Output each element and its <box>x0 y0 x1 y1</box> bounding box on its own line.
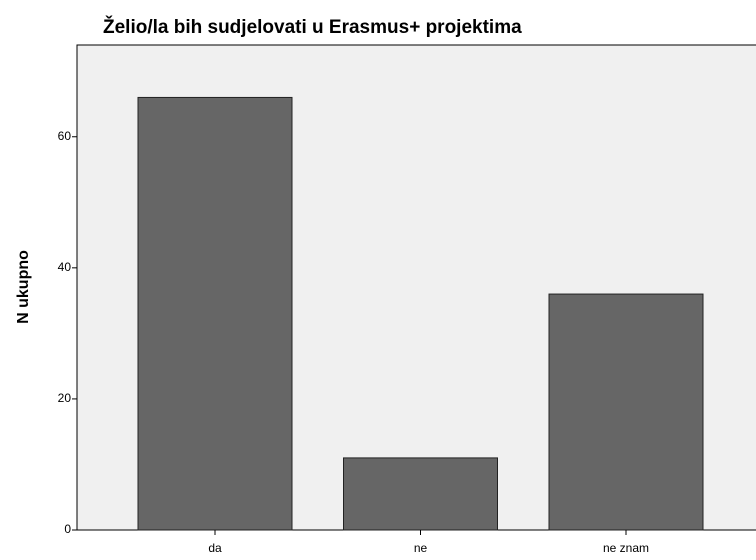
chart-title: Želio/la bih sudjelovati u Erasmus+ proj… <box>103 16 522 38</box>
x-tick-label: da <box>208 541 222 555</box>
y-axis-label: N ukupno <box>15 250 32 324</box>
bar <box>343 457 498 531</box>
y-tick-label: 60 <box>58 129 72 143</box>
y-tick-label: 0 <box>64 522 71 536</box>
x-tick-label: ne znam <box>603 541 649 555</box>
y-tick-label: 20 <box>58 391 72 405</box>
y-tick-label: 40 <box>58 260 72 274</box>
bar <box>137 96 293 531</box>
x-tick-label: ne <box>414 541 428 555</box>
bar <box>548 293 704 531</box>
